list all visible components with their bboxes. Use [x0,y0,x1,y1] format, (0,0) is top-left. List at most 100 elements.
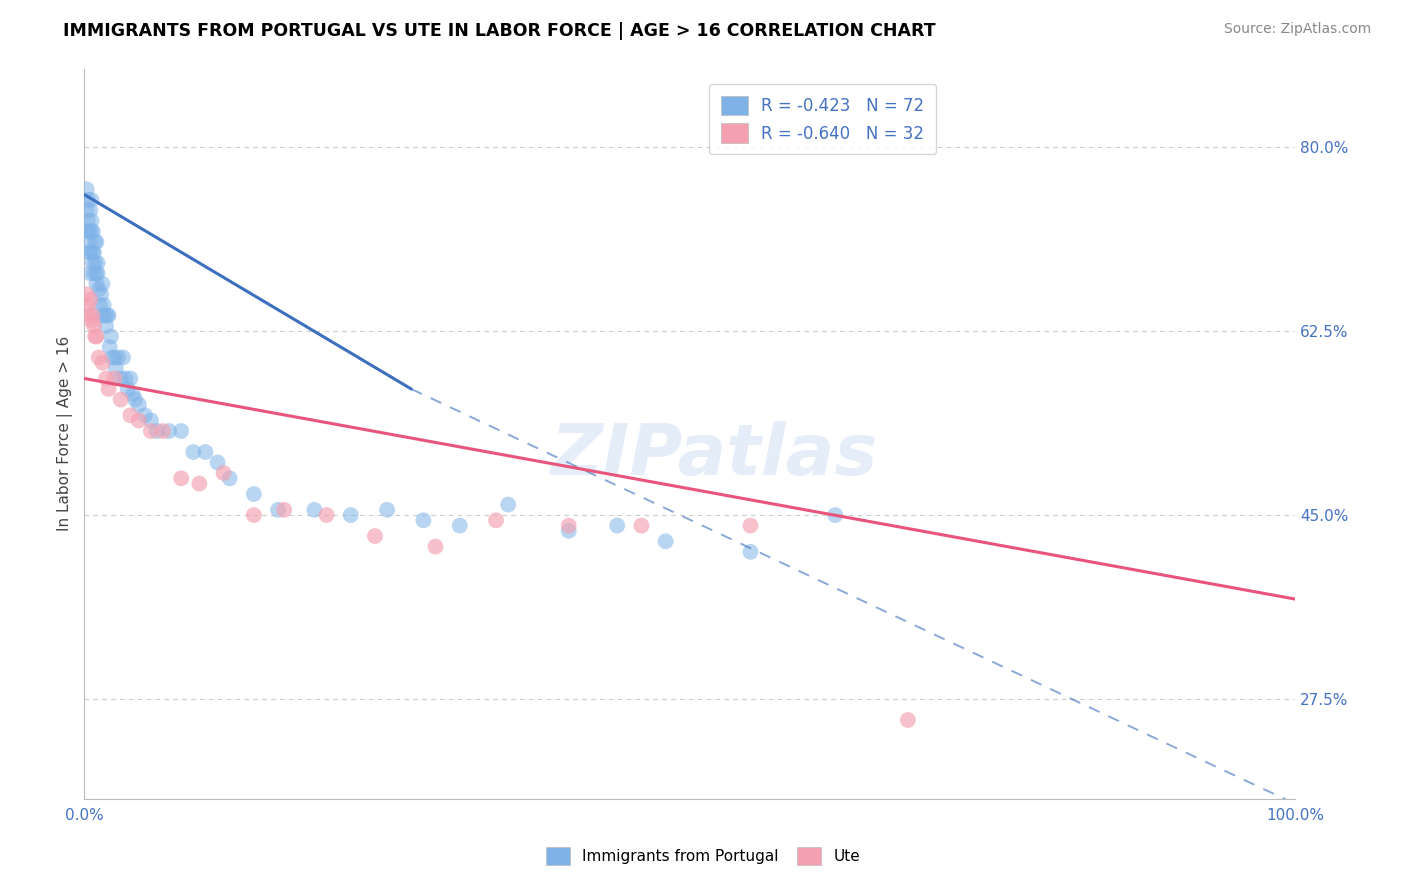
Point [449,518,471,533]
Point [100,329,122,343]
Point [128,413,150,427]
Point [89,298,111,312]
Point [120,409,142,423]
Text: ZIPatlas: ZIPatlas [550,421,877,490]
Point [112,351,135,365]
Point [98,340,121,354]
Point [91,356,114,370]
Point [94,309,117,323]
Point [79,267,101,281]
Point [124,392,146,407]
Point [339,508,361,522]
Point [77,224,100,238]
Point [82,309,104,323]
Point [82,256,104,270]
Point [558,518,581,533]
Point [315,508,337,522]
Point [83,267,105,281]
Point [91,309,114,323]
Point [496,498,519,512]
Legend: R = -0.423   N = 72, R = -0.640   N = 32: R = -0.423 N = 72, R = -0.640 N = 32 [710,84,936,154]
Point [606,518,628,533]
Text: IMMIGRANTS FROM PORTUGAL VS UTE IN LABOR FORCE | AGE > 16 CORRELATION CHART: IMMIGRANTS FROM PORTUGAL VS UTE IN LABOR… [63,22,936,40]
Point [80,193,103,207]
Point [267,503,290,517]
Point [364,529,387,543]
Point [79,245,101,260]
Point [412,513,434,527]
Point [77,298,100,312]
Point [86,267,108,281]
Point [94,318,117,333]
Point [128,398,150,412]
Point [654,534,676,549]
Point [425,540,447,554]
Point [76,182,98,196]
Point [77,309,100,323]
Point [80,314,103,328]
Point [77,193,100,207]
Point [110,392,132,407]
Point [103,371,125,385]
Point [304,503,326,517]
Point [84,256,107,270]
Point [77,224,100,238]
Point [87,351,110,365]
Point [104,361,127,376]
Point [93,298,115,312]
Point [82,224,104,238]
Point [121,387,143,401]
Point [824,508,846,522]
Point [83,245,105,260]
Point [86,235,108,249]
Point [79,293,101,307]
Legend: Immigrants from Portugal, Ute: Immigrants from Portugal, Ute [540,841,866,871]
Point [82,245,104,260]
Point [107,351,129,365]
Point [630,518,652,533]
Point [97,382,120,396]
Point [80,224,103,238]
Point [170,424,193,438]
Point [80,214,103,228]
Point [139,413,162,427]
Point [77,235,100,249]
Point [558,524,581,538]
Point [101,351,124,365]
Point [97,309,120,323]
Point [87,282,110,296]
Point [90,287,112,301]
Point [76,287,98,301]
Point [188,476,211,491]
Point [77,245,100,260]
Point [76,203,98,218]
Point [273,503,295,517]
Point [103,351,125,365]
Point [117,382,139,396]
Point [375,503,398,517]
Point [181,445,204,459]
Point [170,471,193,485]
Point [83,318,105,333]
Point [194,445,217,459]
Point [110,371,132,385]
Point [86,329,108,343]
Point [740,545,762,559]
Point [740,518,762,533]
Point [96,309,118,323]
Point [207,456,229,470]
Point [218,471,240,485]
Point [897,713,920,727]
Point [134,409,156,423]
Point [84,235,107,249]
Point [86,256,108,270]
Y-axis label: In Labor Force | Age > 16: In Labor Force | Age > 16 [58,336,73,532]
Point [152,424,174,438]
Point [212,466,235,480]
Point [157,424,180,438]
Point [114,371,136,385]
Point [139,424,162,438]
Point [94,371,117,385]
Point [243,508,266,522]
Point [243,487,266,501]
